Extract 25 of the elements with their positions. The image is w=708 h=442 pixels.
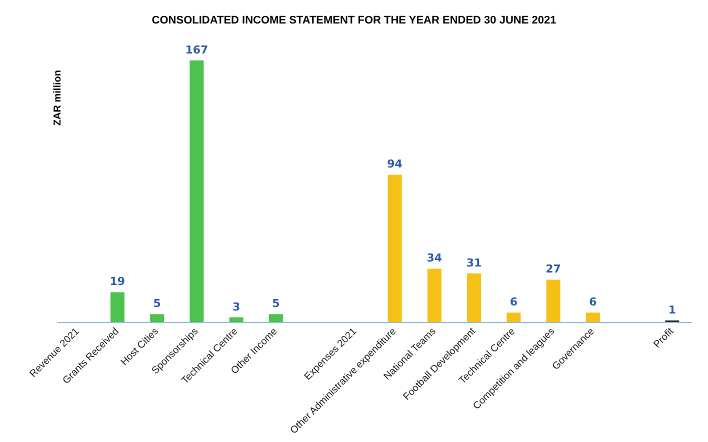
bar (506, 312, 521, 322)
bar (150, 314, 164, 322)
data-label: 34 (426, 252, 442, 265)
bar (229, 317, 244, 322)
data-label: 6 (510, 296, 518, 309)
data-label: 5 (272, 297, 280, 310)
bar (388, 174, 402, 322)
data-label: 3 (232, 300, 240, 314)
data-label: 167 (185, 43, 208, 56)
data-label: 1 (668, 303, 676, 316)
chart-title: CONSOLIDATED INCOME STATEMENT FOR THE YEAR ENDED 30 JUNE 2021 (152, 14, 556, 26)
data-label: 5 (153, 297, 161, 310)
data-label: 31 (466, 256, 482, 270)
bar (427, 268, 442, 322)
bar (546, 280, 560, 322)
bar (586, 312, 600, 322)
data-label: 94 (387, 158, 403, 171)
bar (268, 314, 283, 322)
bar (190, 60, 204, 322)
bar (110, 292, 124, 322)
bar (467, 273, 482, 322)
data-label: 19 (110, 275, 126, 288)
data-label: 27 (546, 262, 561, 276)
y-axis-title: ZAR million (52, 70, 64, 126)
data-label: 6 (589, 296, 598, 309)
